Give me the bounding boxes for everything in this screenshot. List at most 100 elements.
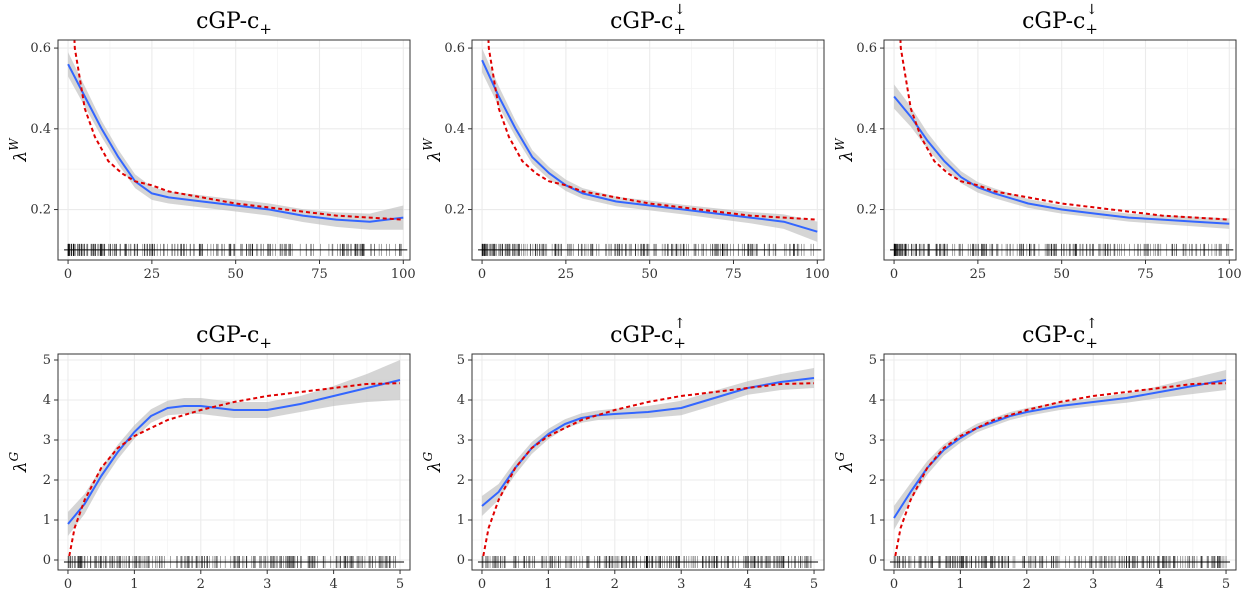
smooth-line <box>481 59 818 233</box>
y-tick-label: 2 <box>43 473 51 488</box>
y-axis-label-symbol: λ <box>425 151 445 163</box>
x-tick-label: 0 <box>64 267 72 282</box>
x-tick-label: 1 <box>956 577 964 592</box>
confidence-band <box>67 360 401 536</box>
rug-marks <box>478 243 822 256</box>
y-tick-label: 0 <box>457 553 465 568</box>
x-tick-label: 50 <box>227 267 244 282</box>
x-tick-label: 2 <box>611 577 619 592</box>
panel-border <box>57 353 411 571</box>
panel-title: cGP-c+ <box>196 9 272 38</box>
y-axis-label: λW <box>421 137 445 163</box>
x-tick-label: 75 <box>1137 267 1154 282</box>
y-tick-label: 3 <box>869 433 877 448</box>
x-tick-label: 0 <box>478 267 486 282</box>
panel-title: cGP-c+ ↑ <box>610 316 686 352</box>
y-axis-label-superscript: G <box>833 451 847 461</box>
y-axis-label: λW <box>833 137 857 163</box>
x-tick-label: 1 <box>130 577 138 592</box>
panel-title-text: cGP-c <box>610 323 673 348</box>
y-tick-label: 4 <box>869 393 877 408</box>
plot-area <box>64 40 408 256</box>
y-tick-label: 0.4 <box>30 122 51 137</box>
panel-title-subscript: + <box>673 334 686 352</box>
x-tick-label: 4 <box>1155 577 1163 592</box>
plot-area <box>477 368 819 568</box>
smooth-line <box>67 379 401 525</box>
panel-title-text: cGP-c <box>196 9 259 34</box>
smooth-line <box>893 379 1227 519</box>
fitted-curve <box>73 40 404 221</box>
y-tick-label: 2 <box>869 473 877 488</box>
y-axis-label-symbol: λ <box>11 461 31 473</box>
y-tick-label: 0 <box>869 553 877 568</box>
x-tick-label: 3 <box>677 577 685 592</box>
panel-title-text: cGP-c <box>1022 9 1085 34</box>
y-tick-label: 5 <box>43 353 51 368</box>
fitted-curve <box>899 40 1230 221</box>
y-axis-label: λW <box>7 137 31 163</box>
plot-area <box>478 40 822 256</box>
x-tick-label: 4 <box>743 577 751 592</box>
rug-marks <box>890 243 1234 256</box>
y-tick-label: 5 <box>457 353 465 368</box>
y-tick-label: 0.2 <box>30 203 51 218</box>
y-axis-label-symbol: λ <box>837 461 857 473</box>
x-tick-label: 75 <box>725 267 742 282</box>
y-tick-label: 0.2 <box>856 203 877 218</box>
y-axis-label: λG <box>421 451 445 473</box>
y-tick-label: 0.6 <box>856 41 877 56</box>
rug-marks <box>64 243 408 256</box>
plot-area <box>63 360 405 568</box>
smooth-line <box>67 63 404 223</box>
panel-title-text: cGP-c <box>196 323 259 348</box>
x-tick-label: 100 <box>391 267 416 282</box>
x-tick-label: 3 <box>263 577 271 592</box>
y-tick-label: 1 <box>869 513 877 528</box>
fitted-curve <box>894 382 1227 557</box>
x-tick-label: 5 <box>396 577 404 592</box>
fitted-curve <box>68 382 401 557</box>
panel-title-subscript: + <box>673 20 686 38</box>
y-axis-label-symbol: λ <box>837 151 857 163</box>
y-axis-label-symbol: λ <box>11 151 31 163</box>
x-tick-label: 75 <box>311 267 328 282</box>
x-tick-label: 4 <box>329 577 337 592</box>
x-tick-label: 100 <box>1217 267 1242 282</box>
y-axis-label-superscript: W <box>7 137 21 151</box>
x-tick-label: 50 <box>641 267 658 282</box>
x-tick-label: 2 <box>1023 577 1031 592</box>
panel-title-text: cGP-c <box>610 9 673 34</box>
panel-title-superscript: ↑ <box>1086 316 1098 332</box>
plot-area <box>889 370 1231 568</box>
y-axis-label-superscript: G <box>421 451 435 461</box>
x-tick-label: 0 <box>890 577 898 592</box>
y-tick-label: 3 <box>457 433 465 448</box>
panel-title-subscript: + <box>259 20 272 38</box>
panel-border <box>883 353 1237 571</box>
panel-title: cGP-c+ <box>196 323 272 352</box>
panel-title: cGP-c+ ↑ <box>1022 316 1098 352</box>
y-tick-label: 4 <box>43 393 51 408</box>
panel-title-superscript: ↓ <box>674 2 686 18</box>
fitted-curve <box>482 382 815 557</box>
y-axis-label-superscript: G <box>7 451 21 461</box>
x-tick-label: 2 <box>197 577 205 592</box>
rug-marks <box>63 556 405 568</box>
panel-title-superscript: ↑ <box>674 316 686 332</box>
y-tick-label: 0.6 <box>30 41 51 56</box>
rug-marks <box>889 556 1231 568</box>
y-tick-label: 0.4 <box>444 122 465 137</box>
y-tick-label: 0.4 <box>856 122 877 137</box>
rug-marks <box>477 556 819 568</box>
y-axis-label: λG <box>833 451 857 473</box>
smooth-line <box>893 95 1230 225</box>
x-tick-label: 5 <box>1222 577 1230 592</box>
